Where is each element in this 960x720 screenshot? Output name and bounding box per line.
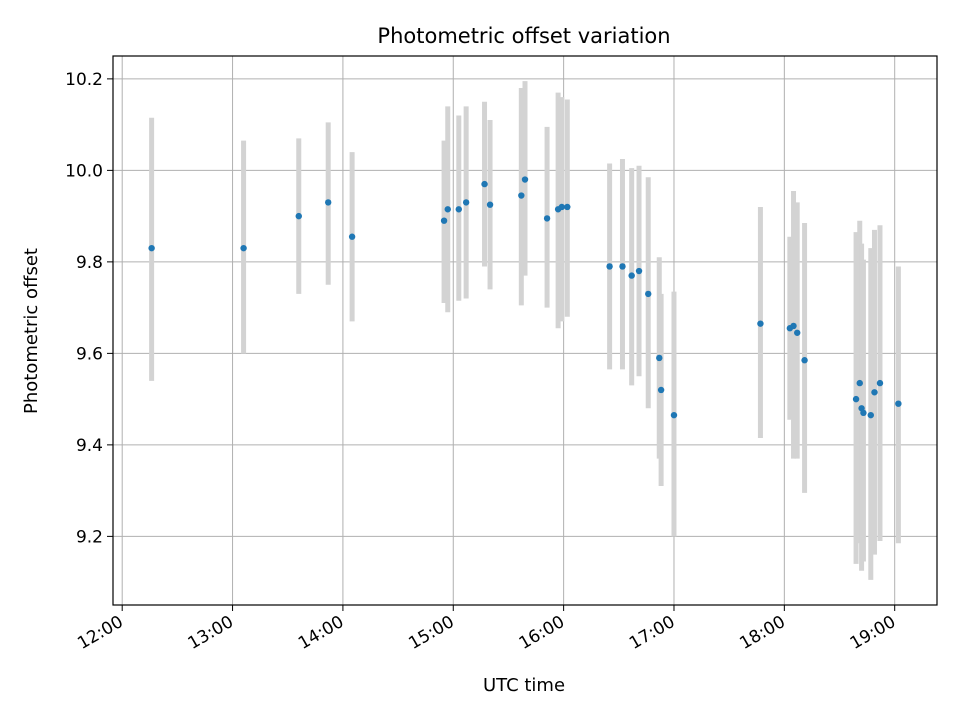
point-layer — [148, 176, 902, 419]
data-point — [876, 379, 884, 387]
data-point — [148, 244, 155, 252]
data-point — [801, 357, 808, 364]
y-tick-label: 9.4 — [76, 436, 103, 456]
y-tick-label: 10.2 — [65, 70, 103, 90]
data-point — [444, 206, 451, 213]
y-tick-label: 9.6 — [76, 344, 103, 364]
plot-frame — [112, 55, 938, 606]
data-point — [895, 400, 902, 407]
data-point — [455, 206, 462, 213]
data-point — [558, 203, 565, 211]
data-point — [543, 215, 551, 222]
x-axis-label: UTC time — [483, 675, 565, 696]
y-tick-label: 9.2 — [76, 527, 103, 547]
data-point — [657, 386, 665, 394]
data-point — [619, 263, 626, 270]
data-point — [462, 199, 470, 206]
y-axis-label: Photometric offset — [21, 248, 42, 414]
data-point — [645, 290, 652, 298]
data-point — [518, 192, 525, 199]
data-point — [324, 199, 332, 206]
data-point — [852, 395, 860, 403]
data-point — [867, 411, 874, 419]
data-point — [860, 409, 867, 417]
data-point — [628, 272, 635, 279]
data-point — [521, 176, 529, 183]
data-point — [440, 217, 448, 224]
data-point — [240, 244, 247, 252]
data-point — [670, 411, 678, 419]
data-point — [564, 203, 571, 211]
data-point — [295, 212, 302, 220]
data-point — [486, 201, 494, 208]
data-point — [656, 354, 663, 362]
data-point — [856, 379, 863, 387]
y-axis: 9.2 9.4 9.6 9.8 10.0 10.2 — [65, 70, 113, 547]
data-point — [635, 267, 643, 275]
data-point — [871, 389, 878, 396]
y-tick-label: 9.8 — [76, 253, 103, 273]
data-point — [348, 233, 356, 240]
data-point — [790, 322, 797, 330]
chart-title: Photometric offset variation — [377, 24, 670, 48]
data-point — [794, 329, 801, 336]
data-point — [757, 320, 764, 327]
y-tick-label: 10.0 — [65, 161, 103, 181]
data-point — [606, 263, 613, 270]
data-point — [481, 180, 488, 188]
